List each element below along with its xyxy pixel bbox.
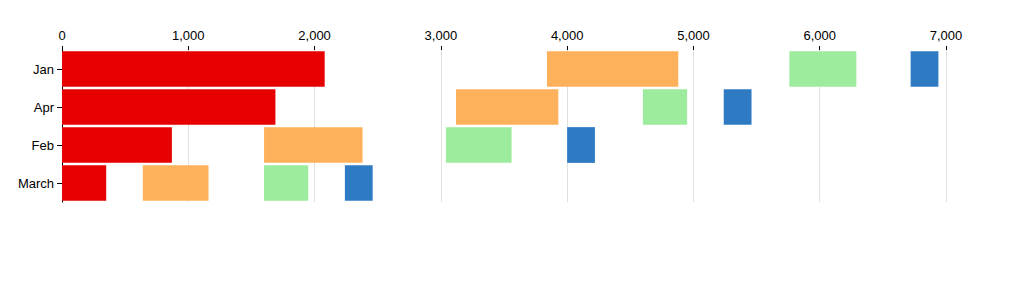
svg-text:Apr: Apr (34, 100, 55, 115)
svg-text:Feb: Feb (32, 138, 54, 153)
svg-text:5,000: 5,000 (677, 28, 710, 43)
svg-text:4,000: 4,000 (551, 28, 584, 43)
svg-text:Jan: Jan (33, 62, 54, 77)
svg-text:3,000: 3,000 (425, 28, 458, 43)
svg-text:1,000: 1,000 (172, 28, 205, 43)
svg-text:2,000: 2,000 (298, 28, 331, 43)
svg-text:7,000: 7,000 (930, 28, 963, 43)
svg-text:March: March (18, 176, 54, 191)
svg-text:0: 0 (58, 28, 65, 43)
svg-text:6,000: 6,000 (803, 28, 836, 43)
